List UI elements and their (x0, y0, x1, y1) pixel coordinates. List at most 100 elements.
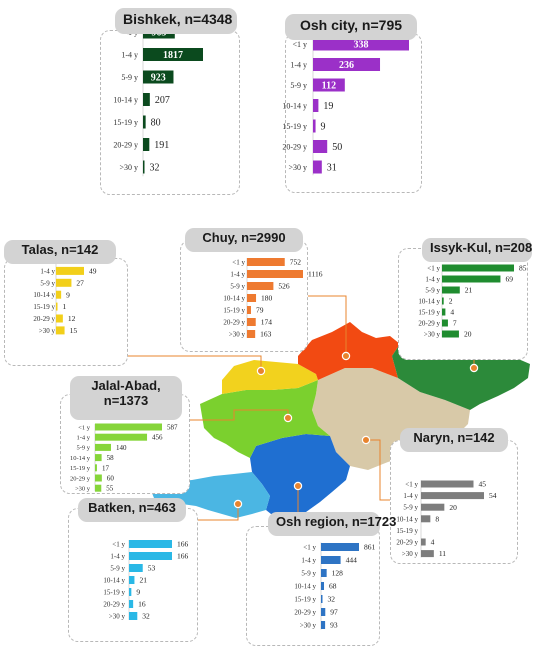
value-label: 12 (68, 314, 76, 323)
region-markers (233, 351, 479, 509)
category-label: 20-29 y (103, 600, 125, 608)
value-label: 166 (177, 540, 189, 549)
bar (247, 270, 303, 278)
value-label: 20 (464, 330, 472, 339)
value-label: 526 (278, 282, 290, 291)
bar (143, 48, 203, 61)
category-label: 1-4 y (40, 267, 55, 275)
value-label: 180 (261, 294, 273, 303)
value-label: 27 (76, 278, 84, 287)
bar (95, 433, 148, 441)
category-label: 5-9 y (301, 569, 316, 577)
leader-line-naryn (366, 439, 390, 501)
panel-chuy (180, 240, 308, 352)
category-label: 10-14 y (103, 576, 125, 584)
category-label: 15-19 y (418, 308, 440, 316)
value-label: 236 (339, 60, 354, 71)
value-label: 11 (439, 549, 446, 558)
panel-talas (4, 258, 128, 366)
category-label: <1 y (292, 40, 307, 49)
category-label: 1-4 y (76, 434, 90, 441)
panel-title-osh-city: Osh city, n=795 (285, 14, 417, 40)
value-label: 338 (354, 40, 369, 51)
category-label: 5-9 y (76, 445, 90, 452)
panel-title-jalal-abad: Jalal-Abad, n=1373 (70, 376, 182, 420)
value-label: 456 (152, 434, 163, 442)
category-label: <1 y (78, 424, 91, 431)
category-label: <1 y (112, 540, 125, 548)
marker-chuy (341, 351, 351, 361)
leader-line-chuy (308, 295, 347, 356)
category-label: 15-19 y (294, 595, 316, 603)
bar (421, 480, 474, 488)
value-label: 4 (450, 308, 454, 317)
category-label: >30 y (229, 330, 246, 338)
category-label: 10-14 y (70, 455, 91, 462)
category-label: 20-29 y (396, 538, 418, 546)
bar (143, 115, 146, 129)
category-label: 20-29 y (223, 318, 245, 326)
bar (442, 330, 459, 338)
value-label: 31 (327, 163, 337, 174)
value-label: 17 (102, 464, 110, 472)
marker-issyk-kul (469, 363, 479, 373)
bar (313, 140, 328, 153)
category-label: <1 y (405, 480, 418, 488)
bar (321, 582, 325, 590)
bar (56, 302, 58, 311)
bar (56, 314, 63, 323)
bar (143, 93, 150, 106)
bar (442, 297, 444, 305)
value-label: 8 (435, 514, 439, 523)
category-label: 10-14 y (223, 294, 245, 302)
category-label: 1-4 y (301, 556, 316, 564)
value-label: 60 (107, 474, 115, 482)
panel-title-talas: Talas, n=142 (4, 240, 116, 264)
category-label: >30 y (75, 485, 91, 492)
category-label: 5-9 y (403, 504, 418, 512)
map-region-jalal-abad (200, 380, 330, 458)
category-label: 10-14 y (113, 95, 138, 104)
value-label: 97 (330, 608, 338, 617)
bar (421, 492, 484, 500)
bar (56, 278, 72, 287)
category-label: >30 y (119, 163, 138, 172)
panel-title-batken: Batken, n=463 (78, 498, 186, 522)
marker-naryn (361, 435, 371, 445)
value-label: 80 (151, 118, 161, 129)
map-region-talas (222, 360, 318, 394)
category-label: 15-19 y (282, 122, 307, 131)
value-label: 45 (479, 480, 487, 489)
bar (247, 318, 256, 326)
value-label: 32 (328, 595, 336, 604)
category-label: 15-19 y (103, 588, 125, 596)
value-label: 207 (155, 95, 170, 106)
value-label: 163 (260, 330, 272, 339)
bar (129, 612, 138, 620)
bar (247, 282, 274, 290)
bar (421, 550, 434, 558)
bar (313, 99, 319, 112)
panel-title-bishkek: Bishkek, n=4348 (115, 8, 237, 34)
value-label: 32 (142, 612, 150, 621)
value-label: 752 (290, 258, 302, 267)
value-label: 49 (89, 267, 97, 276)
bar (129, 564, 143, 572)
bar (95, 484, 102, 492)
value-label: 4 (431, 538, 435, 547)
category-label: 1-4 y (230, 270, 245, 278)
category-label: 1-4 y (290, 60, 307, 69)
value-label: 7 (453, 319, 457, 328)
value-label: 53 (148, 564, 156, 573)
value-label: 861 (364, 543, 376, 552)
category-label: <1 y (303, 543, 316, 551)
bar (442, 319, 448, 327)
category-label: 1-4 y (110, 552, 125, 560)
value-label: 140 (116, 444, 127, 452)
bar (421, 538, 426, 546)
category-label: 20-29 y (70, 475, 91, 482)
category-label: 5-9 y (230, 282, 245, 290)
category-label: 5-9 y (425, 286, 440, 294)
category-label: 10-14 y (294, 582, 316, 590)
